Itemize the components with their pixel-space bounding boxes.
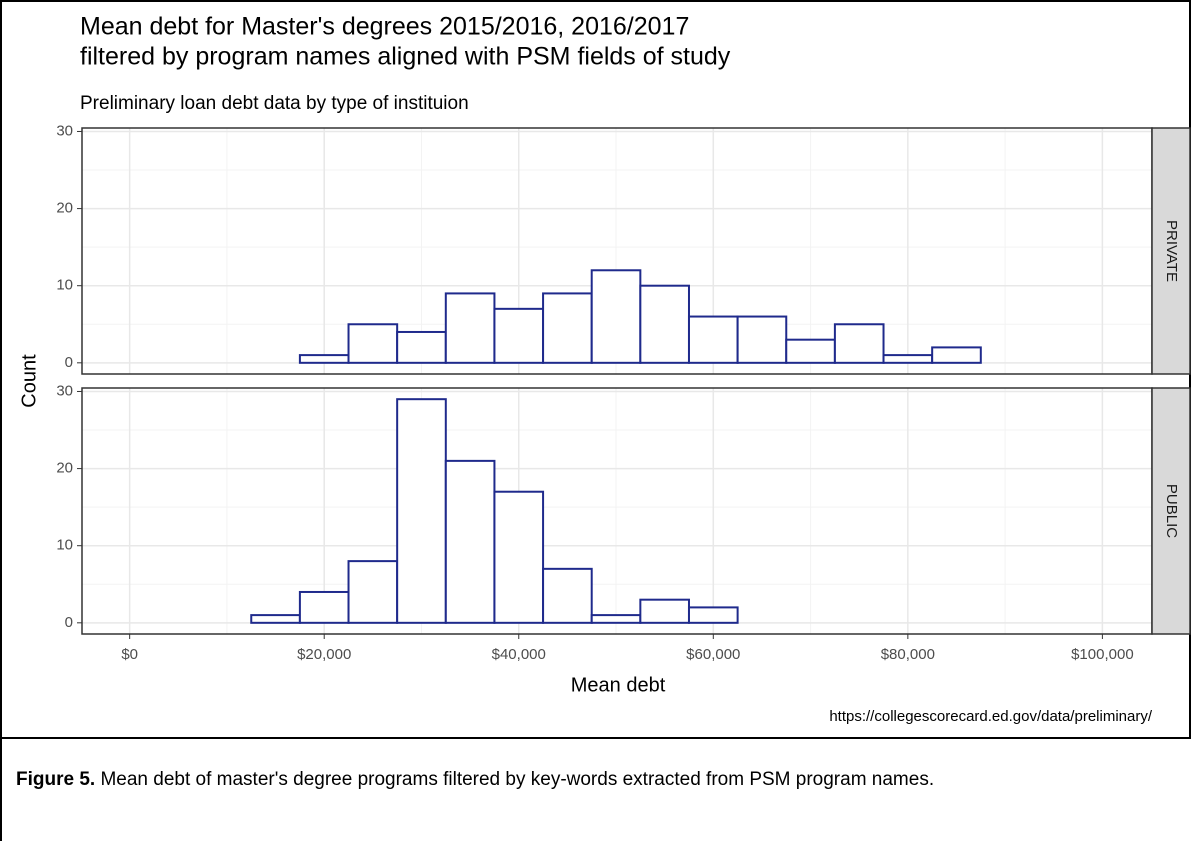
x-tick-label: $80,000 <box>881 646 935 663</box>
histogram-bar <box>444 459 496 624</box>
histogram-bar <box>833 323 885 364</box>
histogram-bar <box>347 560 399 624</box>
histogram-bar <box>785 338 836 364</box>
histogram-bar <box>542 292 593 364</box>
x-tick-label: $100,000 <box>1071 646 1134 663</box>
y-tick-label: 0 <box>65 354 73 371</box>
y-tick-label: 20 <box>56 200 73 217</box>
histogram-bar <box>298 354 350 364</box>
histogram-bar <box>542 567 593 624</box>
histogram-bar <box>590 614 642 624</box>
x-tick-label: $0 <box>121 646 138 663</box>
x-tick-label: $20,000 <box>297 646 351 663</box>
chart-title: filtered by program names aligned with P… <box>80 43 731 71</box>
facet-label: PRIVATE <box>1163 220 1180 282</box>
panel-background <box>82 388 1152 634</box>
histogram-bar <box>639 284 690 364</box>
chart-title: Mean debt for Master's degrees 2015/2016… <box>80 13 689 41</box>
y-tick-label: 30 <box>56 122 73 139</box>
histogram-bar <box>493 490 545 624</box>
histogram-bar <box>493 307 545 364</box>
histogram-bar <box>590 269 642 364</box>
x-axis-label: Mean debt <box>571 674 666 696</box>
y-tick-label: 0 <box>65 614 73 631</box>
figure-label: Figure 5. <box>16 769 96 790</box>
x-tick-label: $60,000 <box>686 646 740 663</box>
histogram-bar <box>687 315 739 364</box>
figure-text: Mean debt of master's degree programs fi… <box>95 769 935 790</box>
y-tick-label: 30 <box>56 382 73 399</box>
facet-label: PUBLIC <box>1163 484 1180 538</box>
facet-strip <box>1151 387 1191 635</box>
histogram-bar <box>347 323 399 364</box>
histogram-bar <box>931 346 982 364</box>
histogram-bar <box>444 292 496 364</box>
histogram-bar <box>396 330 447 364</box>
source-caption: https://collegescorecard.ed.gov/data/pre… <box>829 708 1153 725</box>
histogram-bar <box>639 598 690 624</box>
histogram-bar <box>687 606 739 624</box>
y-axis-label: Count <box>18 354 40 408</box>
y-tick-label: 20 <box>56 460 73 477</box>
histogram-bar <box>736 315 788 364</box>
y-tick-label: 10 <box>56 277 73 294</box>
histogram-bar <box>882 354 934 364</box>
facet-strip <box>1151 127 1191 375</box>
histogram-bar <box>396 398 447 624</box>
histogram-bar <box>250 614 301 624</box>
chart-subtitle: Preliminary loan debt data by type of in… <box>80 93 469 114</box>
figure-caption: Figure 5. Mean debt of master's degree p… <box>16 766 1166 794</box>
x-tick-label: $40,000 <box>492 646 546 663</box>
y-tick-label: 10 <box>56 537 73 554</box>
histogram-bar <box>298 590 350 624</box>
